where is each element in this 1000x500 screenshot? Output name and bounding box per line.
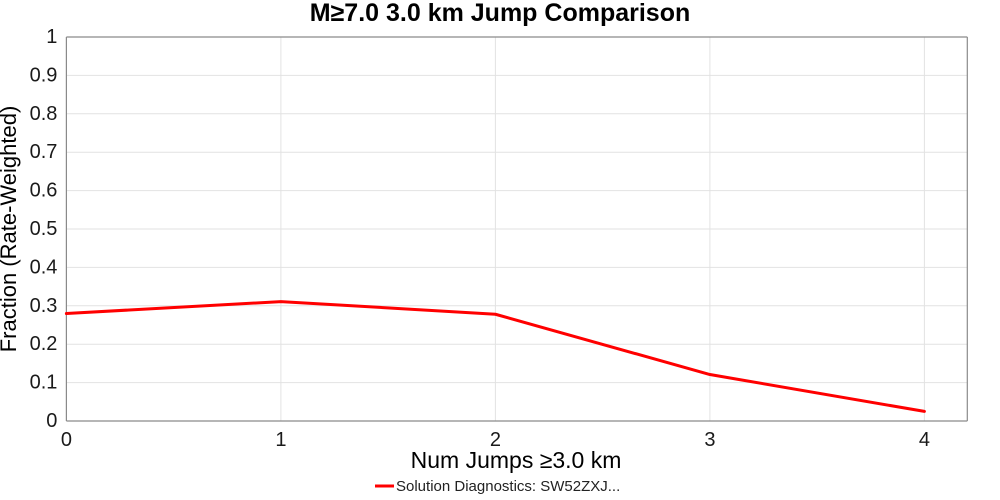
svg-text:Solution Diagnostics: SW52ZXJ.: Solution Diagnostics: SW52ZXJ...	[396, 478, 620, 495]
svg-text:0.8: 0.8	[30, 103, 58, 125]
svg-text:0.4: 0.4	[30, 256, 58, 278]
svg-text:0.6: 0.6	[30, 180, 58, 202]
svg-text:1: 1	[46, 26, 57, 48]
svg-text:0.3: 0.3	[30, 295, 58, 317]
svg-text:0.2: 0.2	[30, 333, 58, 355]
svg-text:1: 1	[275, 429, 286, 451]
svg-text:0.1: 0.1	[30, 372, 58, 394]
svg-text:0: 0	[46, 410, 57, 432]
svg-text:Fraction (Rate-Weighted): Fraction (Rate-Weighted)	[0, 106, 21, 353]
svg-text:0.7: 0.7	[30, 141, 58, 163]
svg-text:Num Jumps ≥3.0 km: Num Jumps ≥3.0 km	[411, 447, 622, 473]
svg-text:3: 3	[704, 429, 715, 451]
svg-text:4: 4	[919, 429, 930, 451]
svg-text:0: 0	[61, 429, 72, 451]
svg-text:0.5: 0.5	[30, 218, 58, 240]
svg-text:0.9: 0.9	[30, 64, 58, 86]
svg-text:M≥7.0 3.0 km Jump Comparison: M≥7.0 3.0 km Jump Comparison	[310, 0, 691, 27]
